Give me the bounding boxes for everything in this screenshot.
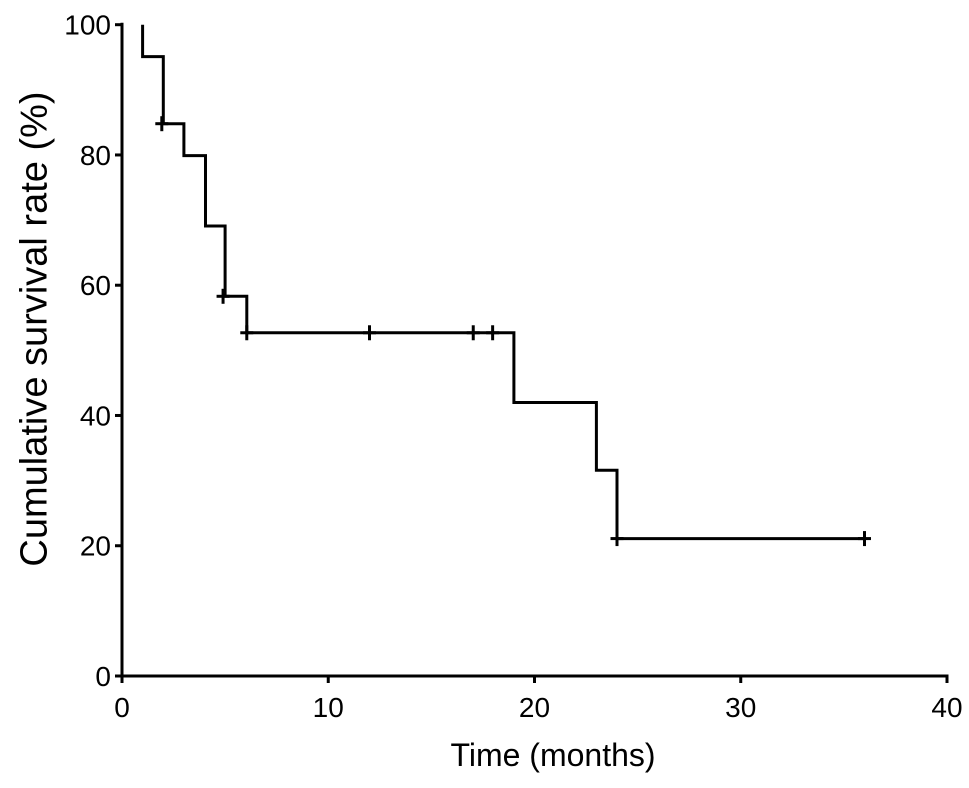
y-tick-label-40: 40: [80, 400, 111, 431]
y-tick-label-20: 20: [80, 531, 111, 562]
survival-step-curve: [141, 24, 865, 541]
y-tick-label-80: 80: [80, 140, 111, 171]
y-tick-label-0: 0: [95, 661, 111, 692]
x-tick-label-0: 0: [114, 692, 130, 723]
x-tick-label-40: 40: [931, 692, 962, 723]
y-tick-label-60: 60: [80, 270, 111, 301]
y-axis-title: Cumulative survival rate (%): [13, 91, 56, 567]
x-tick-label-30: 30: [725, 692, 756, 723]
y-tick-label-100: 100: [64, 10, 111, 41]
x-tick-label-10: 10: [313, 692, 344, 723]
x-tick-label-20: 20: [519, 692, 550, 723]
x-axis-title: Time (months): [450, 737, 656, 773]
